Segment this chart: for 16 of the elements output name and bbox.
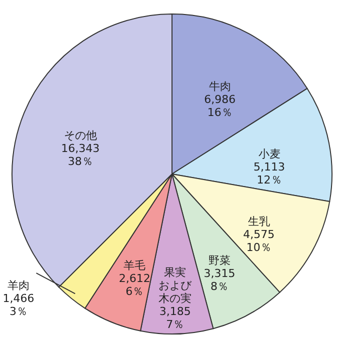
- slice-label: 野菜: [208, 254, 231, 268]
- slice-label: 小麦: [258, 148, 280, 161]
- data-label: 5,113 12％: [254, 160, 286, 187]
- data-label: 1,466 3％: [2, 292, 34, 318]
- data-label: 6,986 16％: [204, 93, 236, 120]
- slice-label: 牛肉: [208, 80, 231, 94]
- slice-label: 果実および木の実: [158, 266, 193, 306]
- data-label: 16,343 38％: [61, 142, 100, 168]
- slice-label: その他: [64, 129, 97, 142]
- slice-label: 羊肉: [8, 278, 30, 292]
- data-label: 3,315 8％: [204, 267, 236, 294]
- data-label: 4,575 10％: [243, 228, 275, 254]
- slice-label: 羊毛: [124, 258, 146, 272]
- slice-label: 生乳: [248, 214, 270, 228]
- data-label: 3,185 7％: [159, 305, 191, 332]
- data-label: 2,612 6％: [118, 272, 150, 298]
